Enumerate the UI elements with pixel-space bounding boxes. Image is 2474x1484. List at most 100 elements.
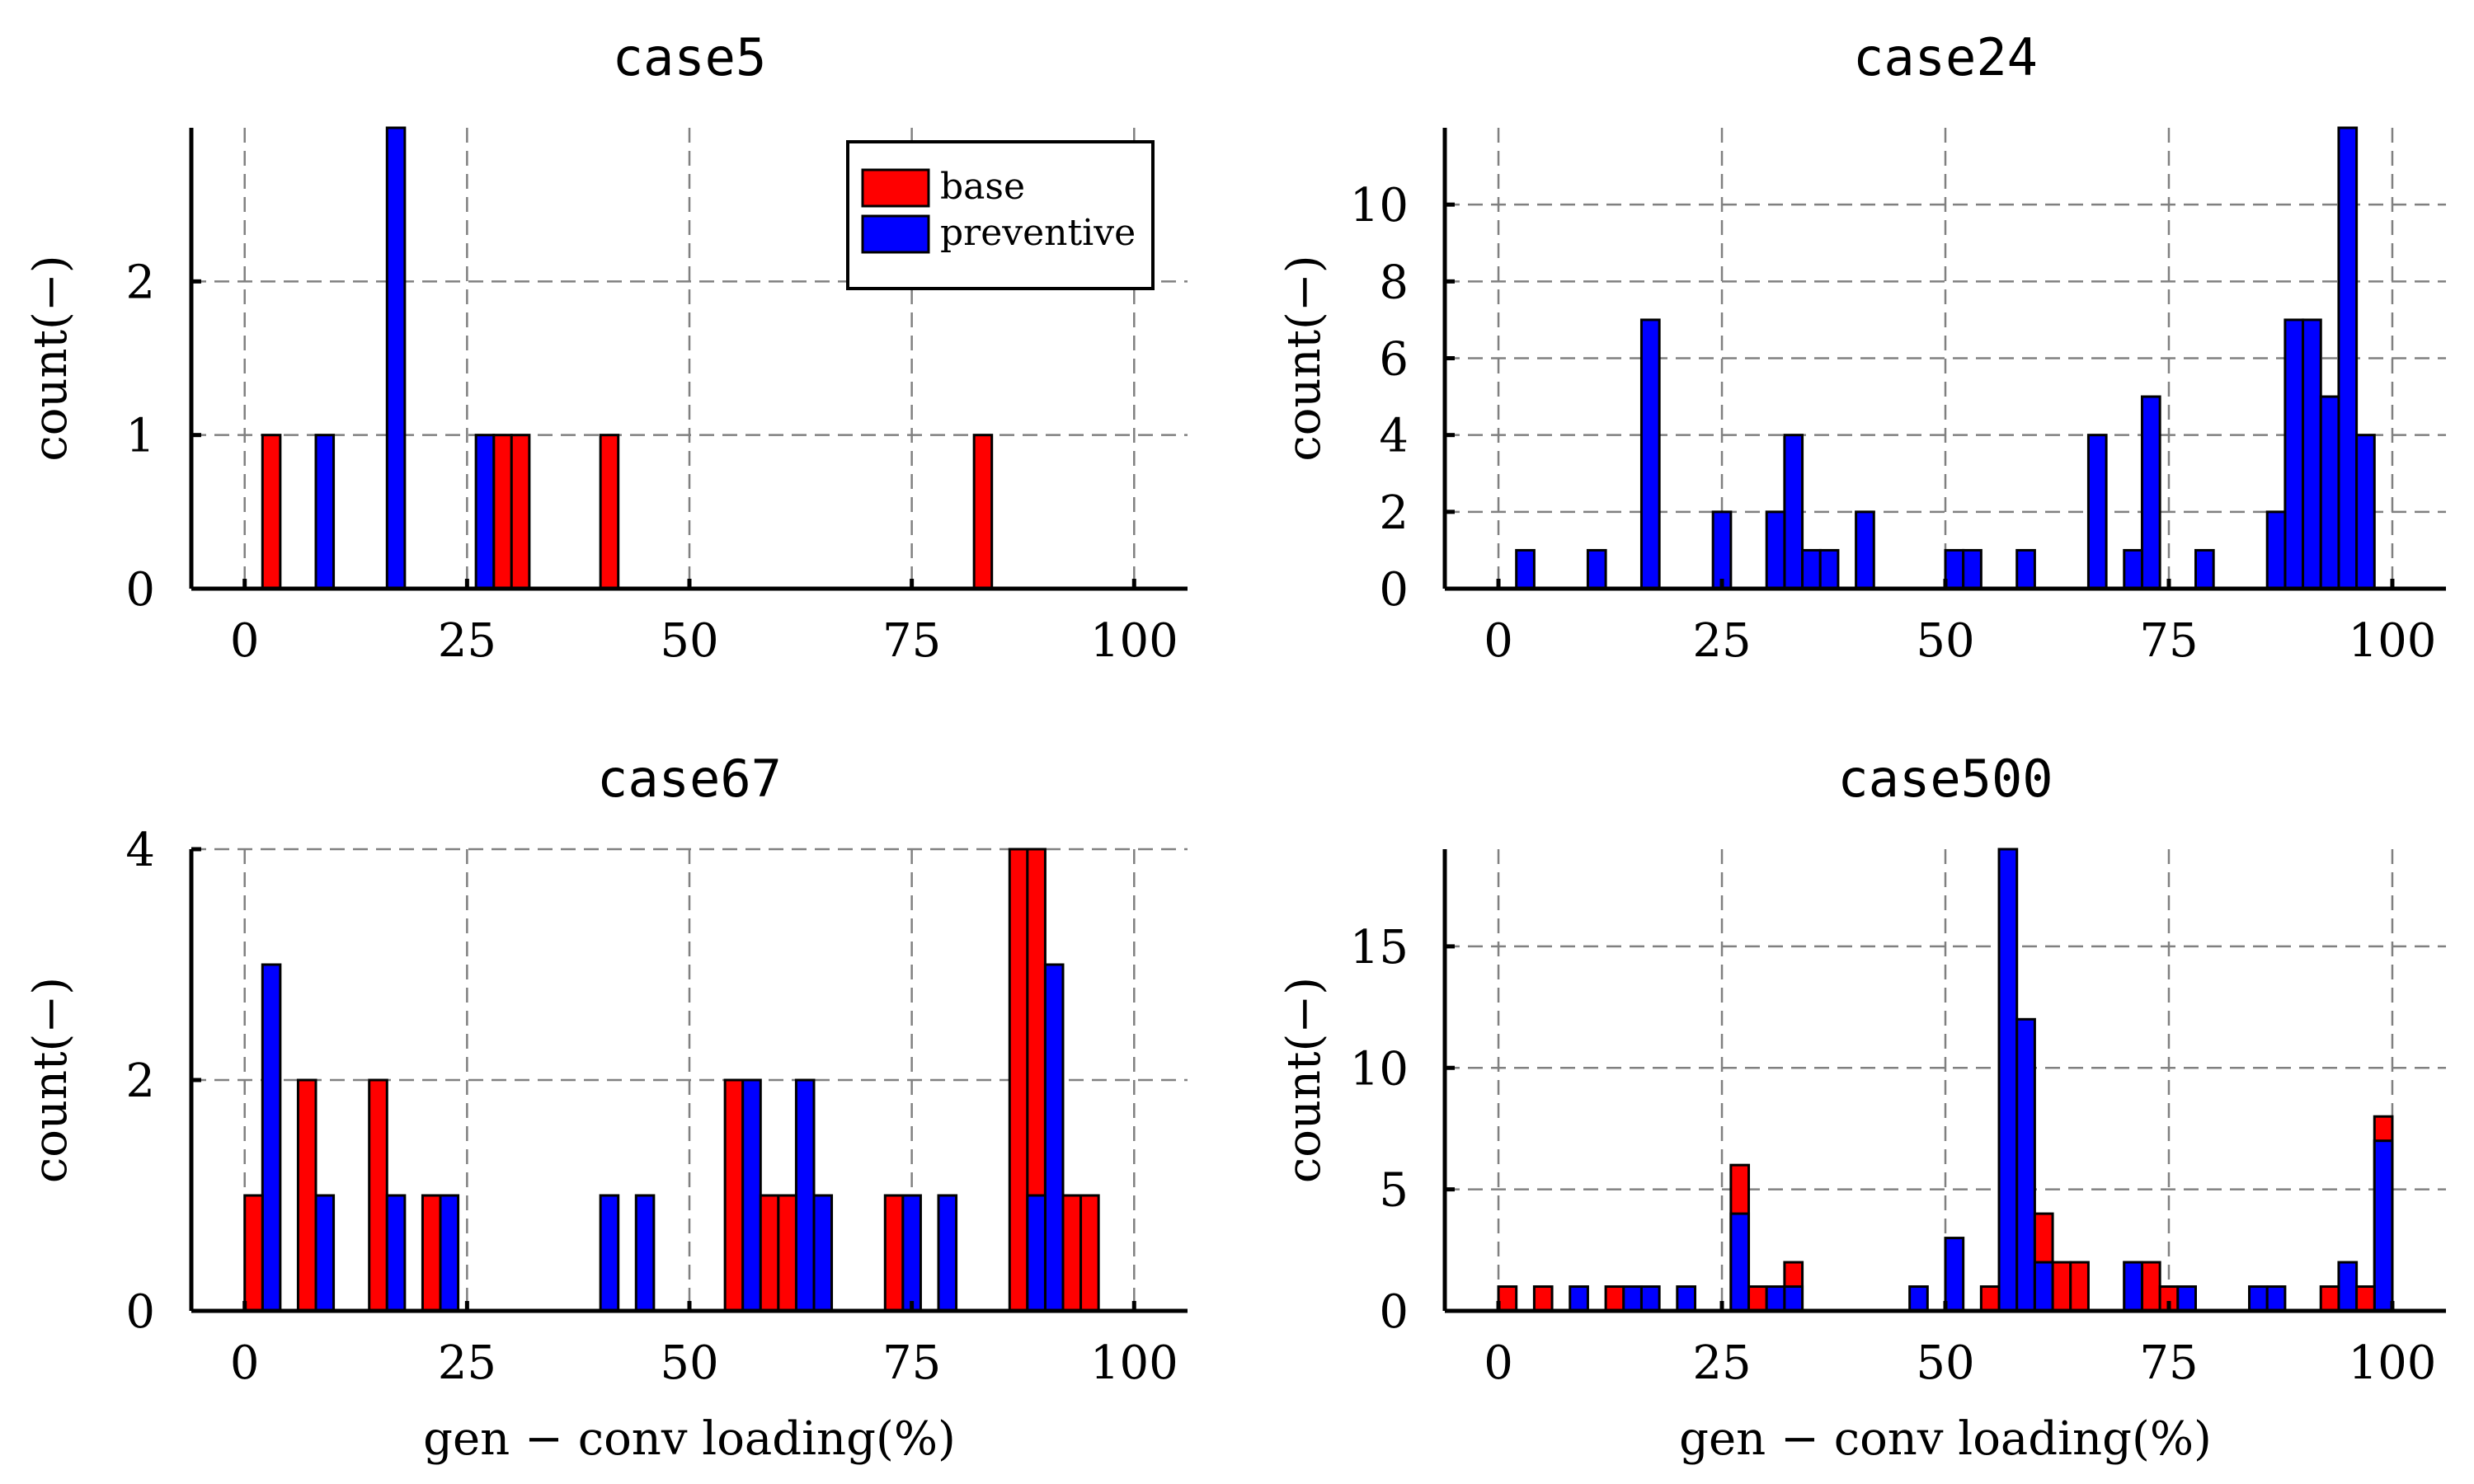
x-tick-label: 50 <box>660 1336 718 1390</box>
x-tick-label: 100 <box>1090 1336 1178 1390</box>
y-axis-label: count(−) <box>1277 255 1331 461</box>
chart-title: case500 <box>1837 749 2053 809</box>
y-tick-label: 1 <box>125 410 155 463</box>
bar-preventive <box>634 1194 656 1313</box>
x-tick-label: 75 <box>882 1336 941 1390</box>
x-tick-label: 100 <box>2349 614 2437 668</box>
bar-base <box>1532 1285 1554 1313</box>
bar-preventive <box>1026 1194 1047 1313</box>
x-tick-label: 100 <box>1090 614 1178 668</box>
bar-base <box>1061 1194 1083 1313</box>
y-tick-label: 15 <box>1350 921 1409 974</box>
bar-preventive <box>2015 548 2036 590</box>
bar-preventive <box>2086 434 2108 590</box>
bar-preventive <box>1729 1212 1751 1313</box>
bar-preventive <box>2176 1285 2198 1313</box>
bar-preventive <box>2123 1261 2143 1313</box>
bar-base <box>723 1078 745 1313</box>
bar-preventive <box>1855 510 1875 590</box>
y-tick-label: 2 <box>125 1054 155 1108</box>
bar-preventive <box>1765 510 1786 590</box>
bar-base <box>368 1078 388 1313</box>
bar-preventive <box>1962 548 1982 590</box>
y-tick-label: 0 <box>1379 563 1409 617</box>
bar-preventive <box>1622 1285 1643 1313</box>
x-tick-label: 75 <box>2139 1336 2198 1390</box>
bar-preventive <box>2140 395 2161 590</box>
bar-base <box>759 1194 780 1313</box>
x-tick-label: 50 <box>660 614 718 668</box>
bar-preventive <box>2123 548 2143 590</box>
x-tick-label: 50 <box>1916 614 1974 668</box>
bar-preventive <box>1043 963 1065 1313</box>
bar-base <box>261 434 282 590</box>
bar-preventive <box>2337 1261 2359 1313</box>
x-tick-label: 100 <box>2349 1336 2437 1390</box>
x-tick-label: 0 <box>1484 614 1513 668</box>
legend-label-base: base <box>940 166 1025 208</box>
y-tick-label: 2 <box>125 256 155 309</box>
bar-preventive <box>2248 1285 2269 1313</box>
x-axis-label: gen − conv loading(%) <box>1679 1412 2212 1466</box>
y-tick-label: 2 <box>1379 486 1409 540</box>
bar-base <box>777 1194 797 1313</box>
bar-preventive <box>1569 1285 1589 1313</box>
bar-preventive <box>1515 548 1536 590</box>
bar-base <box>599 434 620 590</box>
bar-preventive <box>901 1194 922 1313</box>
y-tick-label: 4 <box>125 824 155 877</box>
bar-preventive <box>1765 1285 1786 1313</box>
bar-preventive <box>794 1078 816 1313</box>
bar-preventive <box>314 1194 336 1313</box>
bar-preventive <box>741 1078 762 1313</box>
bar-preventive <box>937 1194 958 1313</box>
bar-base <box>2069 1261 2090 1313</box>
bar-base <box>1747 1285 1768 1313</box>
legend-swatch-base <box>861 168 930 208</box>
chart-title: case67 <box>597 749 782 809</box>
bar-preventive <box>2355 434 2376 590</box>
y-tick-label: 4 <box>1379 410 1409 463</box>
bar-preventive <box>2284 318 2305 590</box>
bar-base <box>972 434 994 590</box>
bar-preventive <box>599 1194 620 1313</box>
bar-preventive <box>1711 510 1733 590</box>
bar-base <box>883 1194 905 1313</box>
x-axis-label: gen − conv loading(%) <box>423 1412 956 1466</box>
x-tick-label: 50 <box>1916 1336 1974 1390</box>
bar-base <box>421 1194 442 1313</box>
bar-preventive <box>1639 318 1661 590</box>
x-tick-label: 0 <box>230 614 260 668</box>
bar-preventive <box>2033 1261 2054 1313</box>
y-tick-label: 0 <box>125 1285 155 1339</box>
bar-preventive <box>2015 1017 2036 1313</box>
bar-preventive <box>385 126 407 590</box>
bar-base <box>1079 1194 1100 1313</box>
bar-base <box>1979 1285 2001 1313</box>
y-tick-label: 5 <box>1379 1164 1409 1218</box>
bar-preventive <box>2337 126 2359 590</box>
y-axis-label: count(−) <box>24 977 78 1183</box>
y-tick-label: 0 <box>125 563 155 617</box>
bar-preventive <box>1676 1285 1696 1313</box>
bar-preventive <box>2265 1285 2287 1313</box>
x-tick-label: 25 <box>438 614 496 668</box>
y-tick-label: 10 <box>1350 1042 1409 1096</box>
chart-title: case5 <box>613 27 767 87</box>
x-tick-label: 75 <box>2139 614 2198 668</box>
bar-base <box>492 434 513 590</box>
y-tick-label: 8 <box>1379 256 1409 309</box>
y-axis-label: count(−) <box>1277 977 1331 1183</box>
bar-base <box>1497 1285 1518 1313</box>
bar-base <box>1604 1285 1625 1313</box>
panel-case500: 0 25 50 75 100 0 5 10 15 case500 count(−) gen − con… <box>1277 749 2446 1466</box>
bar-base <box>2319 1285 2340 1313</box>
bar-preventive <box>1783 434 1804 590</box>
bar-preventive <box>261 963 282 1313</box>
bar-base <box>296 1078 317 1313</box>
panel-case24: 0 25 50 75 100 0 2 4 6 8 10 case24 count(−) <box>1277 27 2446 668</box>
x-tick-label: 0 <box>230 1336 260 1390</box>
bar-preventive <box>385 1194 407 1313</box>
bar-base <box>243 1194 264 1313</box>
